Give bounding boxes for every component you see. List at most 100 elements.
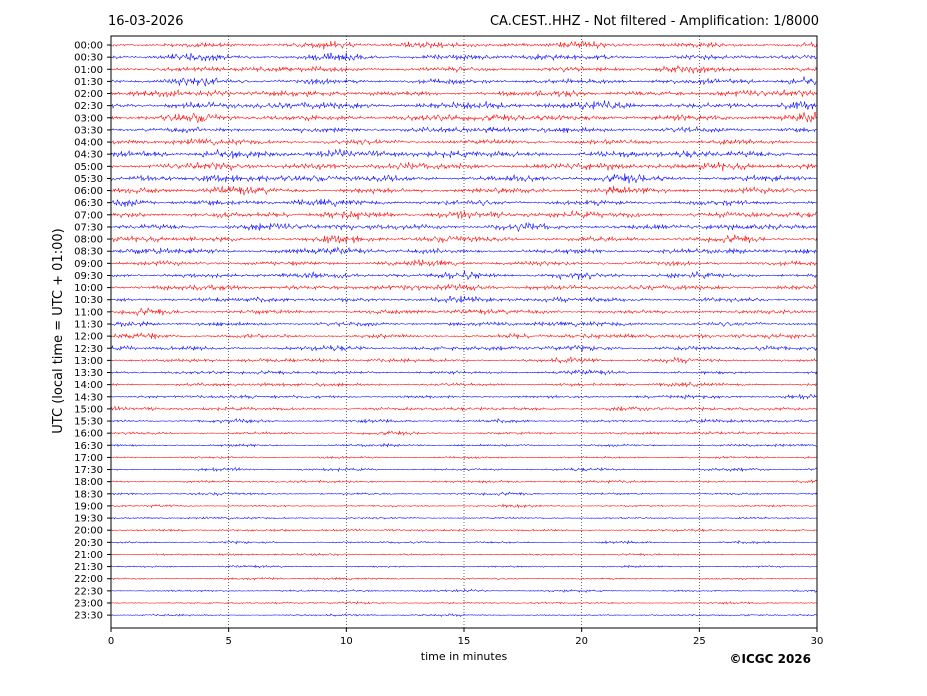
row-time-label: 06:00: [74, 186, 103, 197]
row-time-label: 07:30: [74, 222, 103, 233]
trace-row: [110, 430, 817, 437]
trace-row: [110, 173, 817, 184]
row-time-label: 18:00: [74, 477, 103, 488]
x-tick-label: 5: [225, 636, 231, 647]
row-time-label: 15:00: [74, 404, 103, 415]
row-time-label: 22:00: [74, 574, 103, 585]
trace-row: [110, 100, 817, 110]
trace-row: [110, 148, 817, 159]
trace-row: [110, 259, 817, 267]
row-time-label: 10:30: [74, 295, 103, 306]
row-time-label: 19:30: [74, 514, 103, 525]
row-time-label: 16:00: [74, 429, 103, 440]
trace-row: [110, 76, 817, 87]
row-time-label: 07:00: [74, 210, 103, 221]
trace-row: [110, 516, 817, 520]
row-time-label: 17:00: [74, 453, 103, 464]
row-time-label: 20:00: [74, 526, 103, 537]
chart-title: CA.CEST..HHZ - Not filtered - Amplificat…: [490, 14, 819, 29]
y-axis-label: UTC (local time = UTC + 01:00): [51, 228, 66, 433]
row-time-label: 11:00: [74, 307, 103, 318]
row-time-label: 21:30: [74, 562, 103, 573]
trace-row: [110, 210, 817, 220]
row-time-label: 08:00: [74, 235, 103, 246]
x-tick-label: 30: [811, 636, 824, 647]
row-time-label: 01:00: [74, 65, 103, 76]
trace-row: [110, 344, 817, 352]
row-time-label: 03:00: [74, 113, 103, 124]
x-tick-label: 10: [340, 636, 353, 647]
row-time-label: 16:30: [74, 441, 103, 452]
trace-row: [110, 528, 817, 533]
row-time-label: 23:00: [74, 598, 103, 609]
date-label: 16-03-2026: [108, 14, 184, 29]
row-time-label: 14:30: [74, 392, 103, 403]
trace-row: [110, 137, 817, 146]
x-tick-label: 20: [575, 636, 588, 647]
row-time-label: 12:00: [74, 332, 103, 343]
trace-row: [110, 320, 817, 328]
row-time-label: 22:30: [74, 586, 103, 597]
trace-row: [110, 393, 817, 401]
trace-row: [110, 234, 817, 244]
row-time-label: 18:30: [74, 489, 103, 500]
row-time-labels: 00:0000:3001:0001:3002:0002:3003:0003:30…: [74, 41, 111, 622]
row-time-label: 10:00: [74, 283, 103, 294]
trace-row: [110, 88, 817, 98]
row-time-label: 13:30: [74, 368, 103, 379]
trace-row: [110, 552, 817, 557]
trace-row: [110, 111, 817, 124]
row-time-label: 06:30: [74, 198, 103, 209]
row-time-label: 04:00: [74, 138, 103, 149]
trace-row: [110, 539, 817, 545]
row-time-label: 09:00: [74, 259, 103, 270]
row-time-label: 09:30: [74, 271, 103, 282]
trace-row: [110, 307, 817, 316]
row-time-label: 20:30: [74, 538, 103, 549]
trace-row: [110, 161, 817, 172]
row-time-label: 05:30: [74, 174, 103, 185]
copyright-label: ©ICGC 2026: [729, 652, 811, 666]
row-time-label: 23:30: [74, 611, 103, 622]
row-time-label: 19:00: [74, 501, 103, 512]
trace-row: [110, 381, 817, 388]
row-time-label: 01:30: [74, 77, 103, 88]
row-time-label: 08:30: [74, 247, 103, 258]
trace-row: [110, 40, 817, 50]
trace-row: [110, 406, 817, 412]
trace-row: [110, 369, 817, 376]
row-time-label: 00:30: [74, 53, 103, 64]
vertical-grid: [228, 36, 700, 628]
trace-row: [110, 613, 817, 618]
row-time-label: 02:00: [74, 89, 103, 100]
trace-row: [110, 442, 817, 448]
row-time-label: 15:30: [74, 417, 103, 428]
x-axis-label: time in minutes: [421, 650, 508, 663]
trace-row: [110, 126, 817, 134]
trace-row: [110, 270, 817, 281]
trace-row: [110, 479, 817, 484]
trace-row: [110, 356, 817, 364]
row-time-label: 03:30: [74, 125, 103, 136]
trace-row: [110, 295, 817, 304]
plot-frame: [110, 35, 818, 629]
row-time-label: 17:30: [74, 465, 103, 476]
trace-row: [110, 198, 817, 208]
trace-row: [110, 283, 817, 292]
x-axis-ticks: 0 5 10 15 20 25 30: [108, 628, 824, 647]
trace-row: [110, 588, 817, 593]
trace-row: [110, 564, 817, 569]
row-time-label: 12:30: [74, 344, 103, 355]
row-time-label: 00:00: [74, 41, 103, 52]
trace-row: [110, 246, 817, 255]
seismic-traces: [110, 40, 817, 618]
row-time-label: 04:30: [74, 150, 103, 161]
trace-row: [110, 491, 817, 497]
trace-row: [110, 52, 817, 62]
trace-row: [110, 576, 817, 581]
x-tick-label: 0: [108, 636, 114, 647]
row-time-label: 02:30: [74, 101, 103, 112]
trace-row: [110, 64, 817, 75]
row-time-label: 13:00: [74, 356, 103, 367]
x-tick-label: 15: [458, 636, 471, 647]
